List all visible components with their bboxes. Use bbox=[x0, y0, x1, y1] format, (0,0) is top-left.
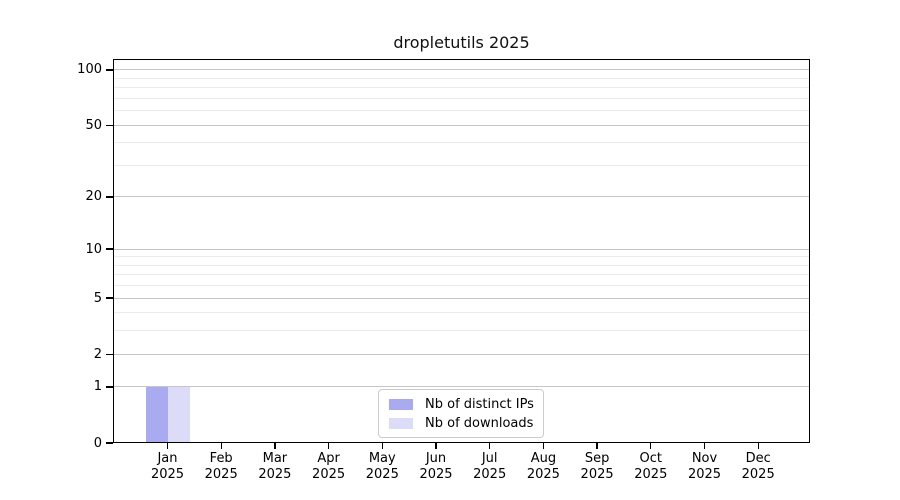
bar-distinct-ips-jan bbox=[145, 386, 168, 443]
plot-area bbox=[113, 59, 810, 443]
x-tick-mark-feb bbox=[220, 443, 222, 449]
gridline-y-70 bbox=[113, 97, 810, 99]
gridline-y-2 bbox=[113, 353, 810, 355]
gridline-y-90 bbox=[113, 77, 810, 79]
x-tick-label-jul: Jul 2025 bbox=[473, 451, 507, 482]
x-tick-mark-jan bbox=[166, 443, 169, 449]
legend-label-downloads: Nb of downloads bbox=[425, 416, 534, 431]
y-tick-mark-5 bbox=[106, 297, 113, 299]
x-tick-mark-dec bbox=[757, 443, 759, 449]
gridline-y-8 bbox=[113, 264, 810, 266]
gridline-y-60 bbox=[113, 110, 810, 112]
x-tick-label-aug: Aug 2025 bbox=[526, 451, 560, 482]
x-tick-label-nov: Nov 2025 bbox=[687, 451, 722, 482]
x-tick-label-sep: Sep 2025 bbox=[580, 451, 614, 482]
x-tick-mark-sep bbox=[596, 443, 598, 449]
y-tick-label-5: 5 bbox=[93, 290, 102, 306]
y-tick-label-20: 20 bbox=[85, 189, 102, 205]
gridline-y-80 bbox=[113, 87, 810, 89]
x-tick-mark-oct bbox=[650, 443, 652, 449]
bar-downloads-jan bbox=[167, 386, 190, 443]
x-tick-label-may: May 2025 bbox=[365, 451, 399, 482]
y-tick-label-50: 50 bbox=[85, 117, 102, 133]
legend-entry-downloads: Nb of downloads bbox=[384, 414, 537, 433]
x-tick-mark-nov bbox=[703, 443, 706, 449]
legend-swatch-distinct-ips bbox=[389, 399, 413, 410]
y-tick-label-10: 10 bbox=[85, 241, 102, 257]
y-tick-mark-10 bbox=[106, 248, 113, 250]
x-tick-mark-may bbox=[381, 443, 383, 449]
gridline-y-1 bbox=[113, 386, 810, 388]
gridline-y-6 bbox=[113, 285, 810, 287]
x-tick-label-jan: Jan 2025 bbox=[150, 451, 185, 482]
x-tick-mark-aug bbox=[542, 443, 545, 449]
gridline-y-20 bbox=[113, 196, 810, 198]
y-tick-label-1: 1 bbox=[93, 379, 102, 395]
y-tick-mark-100 bbox=[106, 69, 113, 71]
y-tick-mark-2 bbox=[106, 353, 113, 355]
gridline-y-100 bbox=[113, 69, 810, 71]
x-tick-label-dec: Dec 2025 bbox=[741, 451, 775, 482]
x-tick-label-oct: Oct 2025 bbox=[634, 451, 668, 482]
x-tick-mark-jun bbox=[435, 443, 437, 449]
x-tick-mark-apr bbox=[327, 443, 330, 449]
gridline-y-30 bbox=[113, 164, 810, 166]
legend-entry-distinct-ips: Nb of distinct IPs bbox=[384, 395, 537, 414]
x-tick-label-apr: Apr 2025 bbox=[312, 451, 346, 482]
chart-title: dropletutils 2025 bbox=[393, 33, 530, 52]
y-tick-label-2: 2 bbox=[93, 346, 102, 362]
x-tick-mark-mar bbox=[274, 443, 276, 449]
legend-swatch-downloads bbox=[389, 418, 413, 429]
y-tick-mark-50 bbox=[106, 124, 113, 126]
gridline-y-10 bbox=[113, 248, 810, 250]
y-tick-mark-1 bbox=[106, 386, 113, 388]
y-tick-label-0: 0 bbox=[93, 435, 102, 451]
x-tick-label-jun: Jun 2025 bbox=[419, 451, 453, 482]
gridline-y-3 bbox=[113, 330, 810, 332]
y-tick-label-100: 100 bbox=[77, 62, 102, 78]
gridline-y-40 bbox=[113, 142, 810, 144]
y-tick-mark-20 bbox=[106, 196, 113, 198]
x-tick-label-feb: Feb 2025 bbox=[204, 451, 238, 482]
x-tick-label-mar: Mar 2025 bbox=[258, 451, 292, 482]
gridline-y-7 bbox=[113, 274, 810, 276]
legend: Nb of distinct IPs Nb of downloads bbox=[378, 389, 544, 438]
gridline-y-9 bbox=[113, 256, 810, 258]
gridline-y-4 bbox=[113, 312, 810, 314]
legend-label-distinct-ips: Nb of distinct IPs bbox=[425, 397, 534, 412]
y-tick-mark-0 bbox=[106, 442, 113, 444]
gridline-y-5 bbox=[113, 297, 810, 299]
x-tick-mark-jul bbox=[489, 443, 491, 449]
gridline-y-50 bbox=[113, 124, 810, 126]
